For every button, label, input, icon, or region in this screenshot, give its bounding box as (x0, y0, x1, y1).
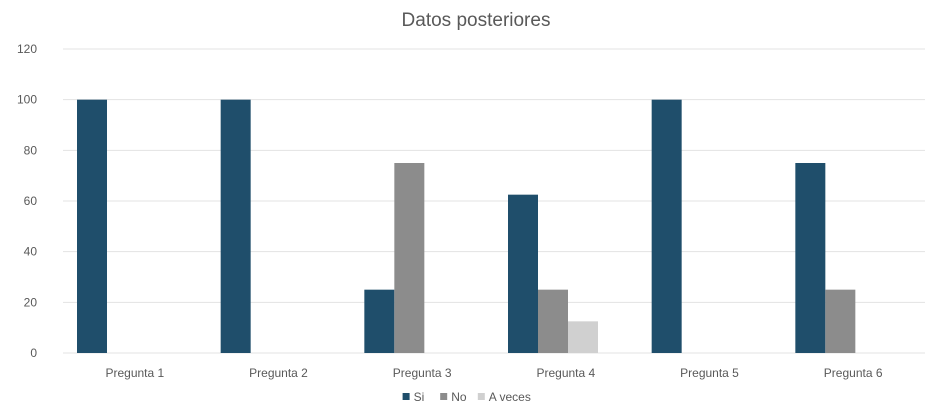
bars (77, 100, 855, 353)
bar-si-3 (364, 290, 394, 353)
y-tick-label: 100 (17, 93, 37, 107)
legend-swatch (440, 393, 447, 400)
bar-si-1 (77, 100, 107, 353)
bar-no-3 (394, 163, 424, 353)
legend-swatch (478, 393, 485, 400)
x-category-label: Pregunta 2 (249, 366, 308, 380)
y-tick-label: 40 (24, 245, 38, 259)
legend-label: A veces (489, 390, 531, 404)
y-tick-label: 0 (30, 346, 37, 360)
x-category-label: Pregunta 6 (824, 366, 883, 380)
legend-label: No (451, 390, 467, 404)
y-tick-label: 80 (24, 143, 38, 157)
bar-no-4 (538, 290, 568, 353)
legend-label: Si (414, 390, 425, 404)
y-tick-label: 60 (24, 194, 38, 208)
chart-title: Datos posteriores (402, 10, 551, 31)
x-category-label: Pregunta 4 (536, 366, 595, 380)
x-category-label: Pregunta 3 (393, 366, 452, 380)
x-category-label: Pregunta 5 (680, 366, 739, 380)
legend: Si No A veces (403, 390, 531, 404)
bar-a-veces-4 (568, 321, 598, 353)
bar-si-5 (652, 100, 682, 353)
bar-si-6 (795, 163, 825, 353)
x-axis-categories: Pregunta 1 Pregunta 2 Pregunta 3 Pregunta 4… (105, 366, 882, 380)
x-category-label: Pregunta 1 (105, 366, 164, 380)
bar-si-4 (508, 195, 538, 353)
y-tick-label: 120 (17, 42, 37, 56)
legend-swatch (403, 393, 410, 400)
bar-si-2 (221, 100, 251, 353)
bar-no-6 (825, 290, 855, 353)
y-tick-label: 20 (24, 295, 38, 309)
y-axis-ticks: 0 20 40 60 80 100 120 (17, 42, 37, 360)
